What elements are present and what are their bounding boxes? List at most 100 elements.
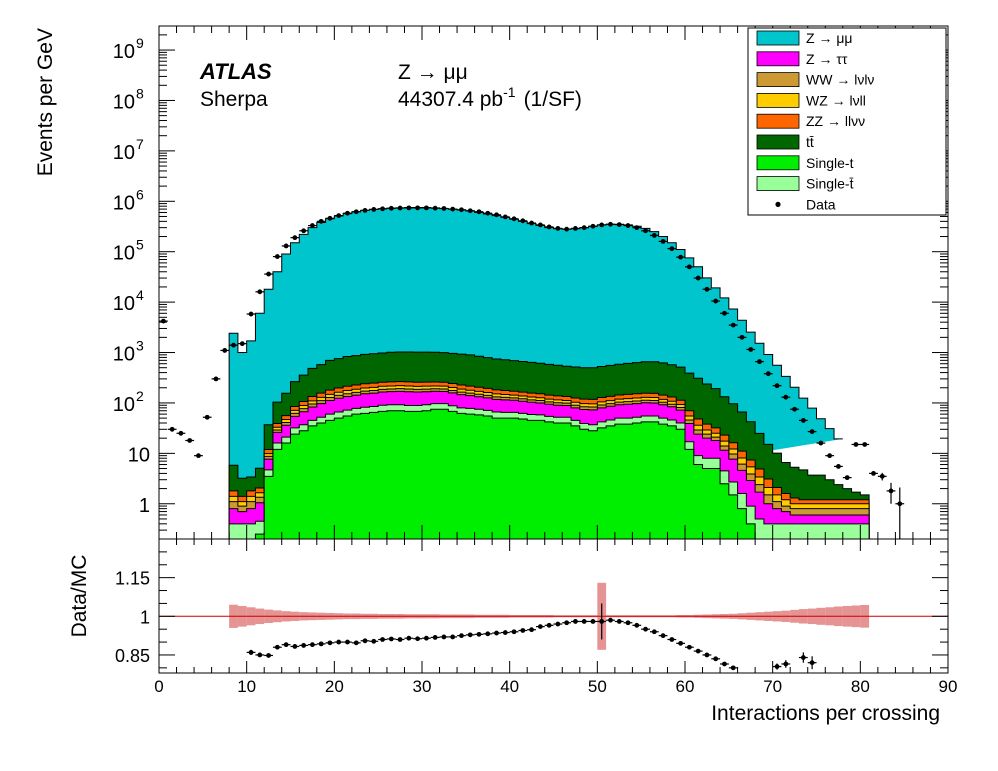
legend-label: ZZ → llνν — [806, 113, 865, 129]
y-tick-exponent: 8 — [136, 85, 144, 101]
ratio-point — [465, 632, 475, 638]
data-point — [798, 418, 808, 423]
data-point — [343, 210, 352, 216]
data-marker — [608, 221, 613, 227]
data-point — [781, 394, 791, 400]
ratio-marker — [274, 644, 280, 650]
data-marker — [783, 394, 789, 400]
data-marker — [625, 223, 631, 228]
ratio-point — [641, 626, 650, 632]
data-point — [649, 233, 659, 238]
ratio-marker — [310, 642, 315, 648]
ratio-marker — [634, 622, 640, 628]
data-point — [527, 220, 536, 226]
data-point — [308, 223, 317, 228]
ratio-point — [632, 622, 642, 628]
ratio-marker — [713, 656, 719, 662]
data-marker — [748, 347, 754, 352]
data-points — [158, 205, 905, 539]
data-marker — [844, 475, 850, 481]
data-marker — [529, 220, 534, 226]
ratio-marker — [555, 621, 561, 627]
y-tick-label: 10 — [113, 192, 135, 214]
data-point — [877, 472, 887, 481]
ratio-point — [316, 641, 326, 647]
data-point — [684, 264, 694, 270]
ratio-marker — [529, 627, 534, 633]
data-marker — [862, 442, 868, 447]
data-marker — [283, 243, 289, 249]
data-point — [255, 289, 265, 295]
data-marker — [266, 271, 271, 277]
x-tick-label: 50 — [588, 677, 607, 696]
data-marker — [643, 228, 648, 234]
data-point — [632, 225, 642, 231]
ratio-marker — [257, 652, 263, 658]
ratio-marker — [520, 628, 526, 633]
data-marker — [327, 215, 333, 221]
data-point — [553, 225, 563, 231]
y-tick-label: 10 — [113, 91, 135, 113]
data-point — [421, 205, 431, 211]
data-point — [623, 223, 633, 228]
data-point — [211, 376, 221, 382]
ratio-point — [781, 660, 791, 668]
ratio-point — [606, 617, 615, 623]
ratio-point — [413, 636, 423, 642]
ratio-point — [351, 640, 361, 646]
ratio-point — [272, 644, 282, 650]
legend-swatch — [756, 113, 800, 129]
data-point — [579, 225, 589, 231]
data-point — [772, 383, 782, 389]
data-point — [746, 347, 756, 352]
ratio-point — [588, 619, 598, 624]
data-point — [237, 341, 247, 347]
data-marker — [432, 205, 438, 211]
ratio-y-axis: 0.85 1 1.15 — [115, 551, 948, 669]
ratio-marker — [380, 637, 385, 642]
data-point — [369, 207, 379, 212]
ratio-marker — [651, 629, 657, 635]
y-tick-label: 10 — [113, 394, 135, 416]
ratio-marker — [660, 633, 666, 639]
ratio-point — [343, 639, 352, 645]
ratio-marker — [564, 620, 570, 626]
data-point — [728, 322, 738, 328]
data-point — [299, 228, 309, 234]
ratio-point — [378, 637, 387, 642]
ratio-point — [483, 631, 493, 637]
data-marker — [792, 406, 797, 412]
legend-label: WZ → lνll — [806, 92, 866, 108]
data-point — [518, 218, 528, 224]
ratio-x-axis: 0 10 20 30 40 50 60 70 80 90 — [154, 539, 957, 696]
ratio-point — [404, 635, 414, 641]
ratio-marker — [459, 633, 464, 639]
ratio-point — [281, 642, 291, 648]
data-marker — [827, 453, 833, 459]
ratio-point — [264, 653, 273, 658]
data-point — [755, 359, 764, 365]
data-point — [816, 440, 826, 446]
legend-label: Single-t — [806, 155, 854, 171]
ratio-point — [553, 621, 563, 627]
ratio-marker — [669, 637, 675, 642]
data-point — [606, 221, 615, 227]
data-point — [492, 212, 501, 218]
ratio-point — [658, 633, 668, 639]
data-point — [509, 216, 519, 222]
ratio-point — [421, 635, 431, 641]
y-tick-label: 10 — [113, 243, 135, 265]
ratio-point — [676, 640, 686, 646]
ratio-marker — [511, 629, 517, 635]
ratio-point — [509, 629, 519, 635]
data-marker — [178, 430, 184, 436]
data-point — [430, 205, 440, 211]
data-marker — [853, 442, 859, 447]
ratio-marker — [266, 653, 271, 658]
data-point — [474, 209, 484, 215]
data-marker — [169, 426, 175, 432]
data-marker — [730, 322, 736, 328]
ratio-marker — [809, 660, 815, 666]
data-marker — [301, 228, 307, 234]
ratio-point — [395, 637, 405, 642]
